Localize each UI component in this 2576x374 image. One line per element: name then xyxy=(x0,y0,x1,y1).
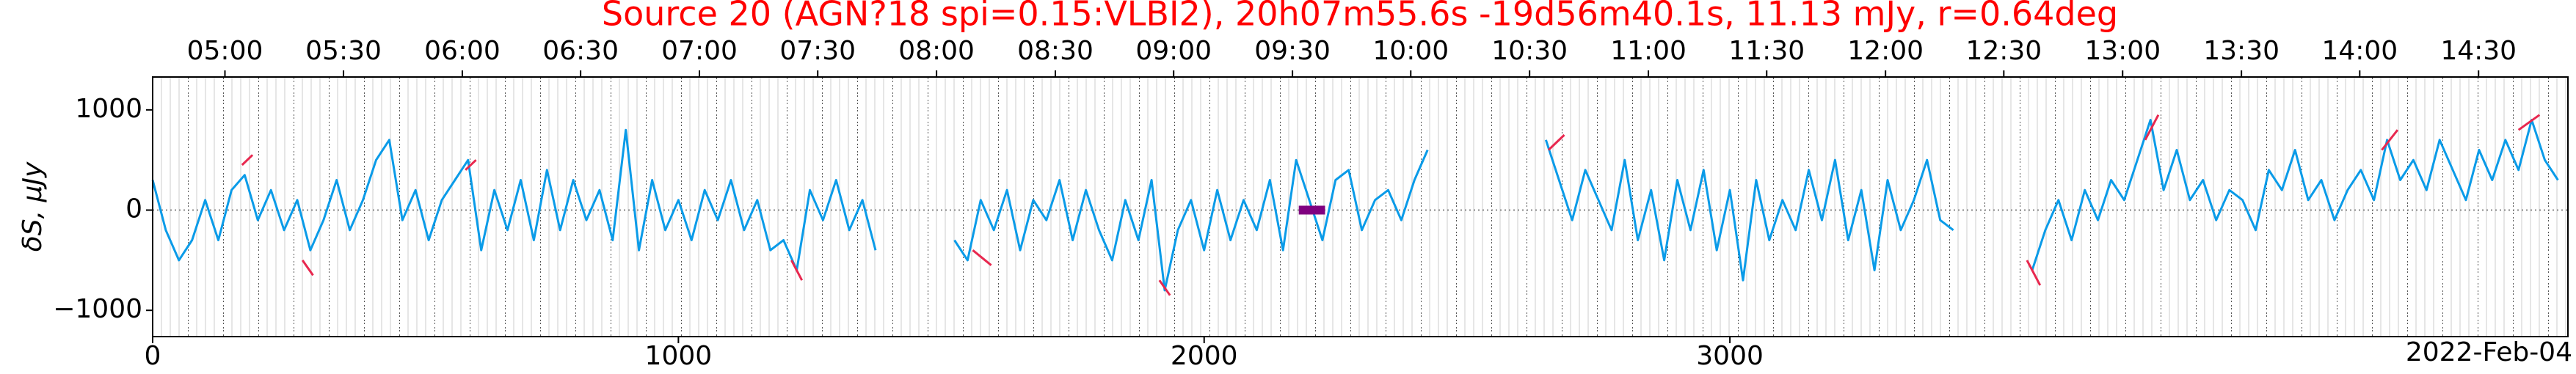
x2-tick-label: 09:30 xyxy=(1254,36,1331,66)
x2-tick-label: 05:30 xyxy=(305,36,382,66)
y-tick-label: 1000 xyxy=(75,94,142,124)
x2-tick-label: 14:00 xyxy=(2321,36,2398,66)
y-tick-label: −1000 xyxy=(53,294,142,324)
x-tick-label: 2000 xyxy=(1171,341,1238,371)
x2-tick-label: 13:30 xyxy=(2203,36,2280,66)
x2-tick-label: 07:00 xyxy=(661,36,738,66)
x-tick-label: 3000 xyxy=(1696,341,1764,371)
x2-tick-label: 12:00 xyxy=(1847,36,1924,66)
date-label: 2022-Feb-04 xyxy=(2406,337,2572,367)
x2-tick-label: 06:00 xyxy=(424,36,501,66)
y-axis-label: δS, μJy xyxy=(18,161,48,252)
x-tick-label: 0 xyxy=(145,341,161,371)
x2-tick-label: 11:00 xyxy=(1610,36,1687,66)
x2-tick-label: 10:30 xyxy=(1491,36,1568,66)
x2-tick-label: 12:30 xyxy=(1965,36,2042,66)
x2-tick-label: 05:00 xyxy=(187,36,263,66)
x2-tick-label: 10:00 xyxy=(1372,36,1449,66)
plot-frame xyxy=(152,76,2569,337)
x2-tick-label: 13:00 xyxy=(2084,36,2161,66)
x-tick-label: 1000 xyxy=(645,341,713,371)
x2-tick-label: 11:30 xyxy=(1728,36,1805,66)
x2-tick-label: 08:30 xyxy=(1017,36,1094,66)
y-tick-label: 0 xyxy=(125,194,142,224)
x2-tick-label: 07:30 xyxy=(779,36,856,66)
series-line xyxy=(241,114,2541,296)
scan-grid xyxy=(153,77,2568,337)
x2-tick-label: 14:30 xyxy=(2440,36,2517,66)
x2-tick-label: 09:00 xyxy=(1135,36,1212,66)
chart-title: Source 20 (AGN?18 spi=0.15:VLBI2), 20h07… xyxy=(602,0,2118,34)
x2-tick-label: 06:30 xyxy=(542,36,619,66)
x2-tick-label: 08:00 xyxy=(898,36,975,66)
series-line xyxy=(151,119,2559,292)
plot-area xyxy=(151,114,2568,296)
